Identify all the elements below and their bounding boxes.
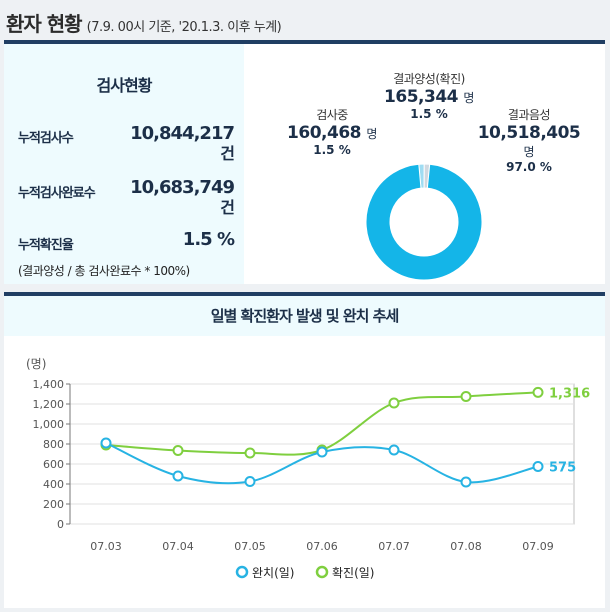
x-tick-label: 07.05 xyxy=(234,540,266,553)
completed-tests-label: 누적검사완료수 xyxy=(18,186,96,201)
y-tick-label: 1,200 xyxy=(33,398,65,411)
end-value-label-confirmed: 1,316 xyxy=(549,386,590,401)
line-chart: (명) 0 200 400 600 800 1,000 1,200 1,400 07.03 07.0… xyxy=(26,357,590,580)
data-point-recovered xyxy=(460,476,472,488)
test-status-section: 검사현황 누적검사수 10,844,217 건 누적검사완료수 10,683,74… xyxy=(4,40,605,284)
positive-rate-formula: (결과양성 / 총 검사완료수 * 100%) xyxy=(18,264,190,278)
data-point-confirmed xyxy=(244,447,256,459)
data-point-confirmed xyxy=(172,445,184,456)
x-tick-label: 07.04 xyxy=(162,540,194,553)
y-tick-label: 1,000 xyxy=(33,418,65,431)
x-tick-label: 07.03 xyxy=(90,540,122,553)
x-tick-label: 07.06 xyxy=(306,540,338,553)
daily-trend-section: 일별 확진환자 발생 및 완치 추세 (명) 0 200 400 600 800 1,000… xyxy=(4,292,605,608)
y-tick-label: 1,400 xyxy=(33,378,65,391)
data-point-recovered xyxy=(100,437,112,449)
positive-rate-label: 누적확진율 xyxy=(18,238,74,253)
x-tick-label: 07.08 xyxy=(450,540,482,553)
data-point-recovered xyxy=(172,470,184,482)
donut-chart-area: 결과양성(확진) 165,344 명 1.5 % 검사중 160,468 명 1… xyxy=(244,44,605,284)
end-value-label-recovered: 575 xyxy=(549,461,576,476)
data-point-confirmed xyxy=(532,386,544,398)
test-status-title: 검사현황 xyxy=(96,76,153,95)
y-tick-label: 800 xyxy=(43,438,64,451)
donut-label-testing: 검사중 160,468 명 1.5 % xyxy=(287,108,377,157)
donut-slice-negative xyxy=(365,163,483,281)
cumulative-tests-label: 누적검사수 xyxy=(18,131,74,146)
data-point-recovered xyxy=(244,476,256,487)
y-tick-label: 0 xyxy=(57,518,64,531)
test-status-panel: 검사현황 누적검사수 10,844,217 건 누적검사완료수 10,683,74… xyxy=(4,44,244,284)
donut-label-positive: 결과양성(확진) 165,344 명 1.5 % xyxy=(384,72,474,121)
cumulative-tests-value: 10,844,217 건 xyxy=(130,123,235,164)
legend-marker-confirmed xyxy=(315,565,329,579)
data-point-recovered xyxy=(316,446,328,458)
page-subtitle: (7.9. 00시 기준, '20.1.3. 이후 누계) xyxy=(86,20,282,35)
y-tick-label: 400 xyxy=(43,478,64,491)
data-point-confirmed xyxy=(460,391,472,402)
x-tick-label: 07.09 xyxy=(522,540,554,553)
positive-rate-value: 1.5 % xyxy=(182,229,235,250)
donut-chart xyxy=(365,163,483,281)
y-tick-label: 200 xyxy=(43,498,64,511)
chart-title: 일별 확진환자 발생 및 완치 추세 xyxy=(4,296,605,336)
page-header: 환자 현황 (7.9. 00시 기준, '20.1.3. 이후 누계) xyxy=(0,0,610,44)
legend-label-recovered: 완치(일) xyxy=(252,566,294,580)
y-axis-label: (명) xyxy=(26,357,46,371)
data-point-recovered xyxy=(532,461,544,472)
data-point-confirmed xyxy=(388,397,400,409)
donut-label-negative: 결과음성 10,518,405 명 97.0 % xyxy=(477,108,581,174)
page-title: 환자 현황 xyxy=(6,12,83,36)
y-tick-label: 600 xyxy=(43,458,64,471)
legend-marker-recovered xyxy=(235,565,249,579)
x-tick-label: 07.07 xyxy=(378,540,410,553)
legend-label-confirmed: 확진(일) xyxy=(332,566,374,580)
data-point-recovered xyxy=(388,444,400,456)
completed-tests-value: 10,683,749 건 xyxy=(130,177,235,218)
